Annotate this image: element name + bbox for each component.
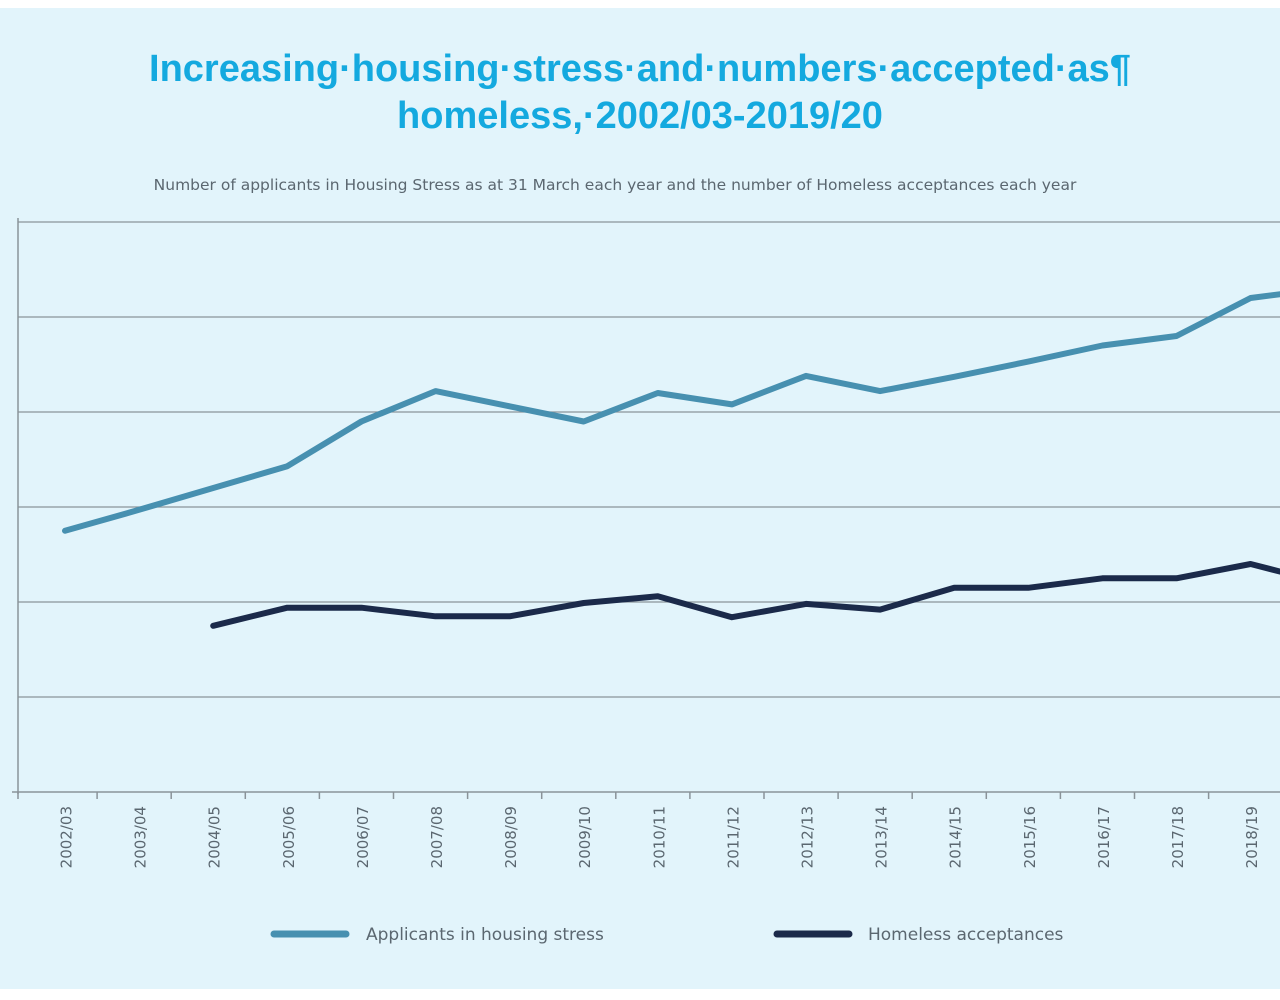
x-tick-label: 2003/04 xyxy=(132,806,150,868)
chart-title: Increasing·housing·stress·and·numbers·ac… xyxy=(0,46,1280,140)
legend-label: Homeless acceptances xyxy=(868,925,1064,945)
x-tick-labels: 2002/03 2003/04 2004/05 2005/06 2006/07 2007/… xyxy=(58,806,1262,868)
x-tick-label: 2016/17 xyxy=(1095,806,1113,868)
line-chart: 2002/03 2003/04 2004/05 2005/06 2006/07 2007/… xyxy=(12,218,1280,945)
chart-title-line-2: homeless,·2002/03-2019/20 xyxy=(397,95,883,137)
chart-background: Increasing·housing·stress·and·numbers·ac… xyxy=(0,8,1280,989)
x-tick-label: 2010/11 xyxy=(650,806,668,868)
x-tick-label: 2013/14 xyxy=(873,806,891,868)
chart-title-line-1: Increasing·housing·stress·and·numbers·ac… xyxy=(149,48,1131,90)
x-tick-label: 2014/15 xyxy=(947,806,965,868)
x-tick-label: 2005/06 xyxy=(280,806,298,868)
legend-homeless-acceptances: Homeless acceptances xyxy=(773,925,1064,945)
x-tick-label: 2006/07 xyxy=(354,806,372,868)
chart-subtitle: Number of applicants in Housing Stress a… xyxy=(153,176,1077,194)
series-line-applicants-in-housing-stress xyxy=(62,291,1280,534)
x-tick-label: 2017/18 xyxy=(1169,806,1187,868)
legend-label: Applicants in housing stress xyxy=(366,925,604,945)
axes xyxy=(12,218,1280,799)
x-tick-label: 2018/19 xyxy=(1243,806,1261,868)
x-tick-label: 2011/12 xyxy=(724,806,742,868)
x-tick-label: 2008/09 xyxy=(502,806,520,868)
x-tick-label: 2007/08 xyxy=(428,806,446,868)
legend-applicants-in-housing-stress: Applicants in housing stress xyxy=(270,925,604,945)
gridlines xyxy=(18,221,1280,698)
x-tick-label: 2002/03 xyxy=(58,806,76,868)
series-lines xyxy=(62,291,1280,629)
x-tick-label: 2015/16 xyxy=(1021,806,1039,868)
x-tick-label: 2004/05 xyxy=(206,806,224,868)
legend: Applicants in housing stress Homeless acc… xyxy=(270,925,1064,945)
x-tick-label: 2012/13 xyxy=(799,806,817,868)
series-line-homeless-acceptances xyxy=(210,561,1280,629)
x-tick-label: 2009/10 xyxy=(576,806,594,868)
